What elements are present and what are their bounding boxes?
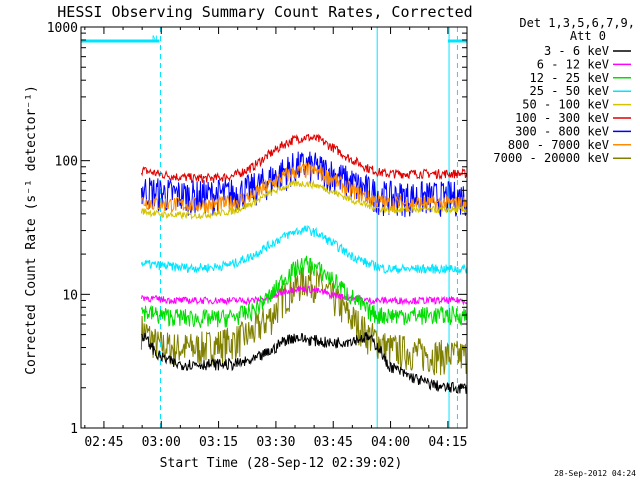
series-line-4 <box>140 179 468 220</box>
y-tick-label-1: 10 <box>62 288 78 303</box>
plot-frame <box>80 26 468 429</box>
series-line-2 <box>140 255 468 328</box>
series-line-5 <box>140 133 468 184</box>
x-tick-label-6: 04:15 <box>428 435 467 450</box>
footer-timestamp: 28-Sep-2012 04:24 <box>554 469 636 478</box>
axis-layer: 02:45 03:00 03:15 03:30 03:45 04:00 04:15 1 10 10… <box>47 21 468 450</box>
legend-label-3: 25 - 50 keV <box>530 84 609 98</box>
y-tick-label-2: 100 <box>55 155 78 170</box>
series-line-1 <box>140 284 468 306</box>
legend-label-4: 50 - 100 keV <box>522 98 609 112</box>
series-line-3 <box>140 225 468 275</box>
legend-label-5: 100 - 300 keV <box>515 111 609 125</box>
x-axis-label: Start Time (28-Sep-12 02:39:02) <box>160 456 403 471</box>
y-tick-label-3: 1000 <box>47 21 78 36</box>
x-tick-label-4: 03:45 <box>314 435 353 450</box>
legend-header-line1: Det 1,3,5,6,7,9, <box>519 16 635 30</box>
series-line-7 <box>140 161 468 214</box>
x-tick-label-1: 03:00 <box>142 435 181 450</box>
x-tick-label-2: 03:15 <box>199 435 238 450</box>
annotation-n: N <box>152 35 157 45</box>
legend-label-1: 6 - 12 keV <box>537 57 609 71</box>
legend-label-6: 300 - 800 keV <box>515 124 609 138</box>
series-line-0 <box>141 332 468 395</box>
x-tick-label-5: 04:00 <box>371 435 410 450</box>
x-tick-label-3: 03:30 <box>256 435 295 450</box>
legend-label-0: 3 - 6 keV <box>544 44 609 58</box>
y-tick-label-0: 1 <box>70 422 78 437</box>
series-layer <box>140 133 468 395</box>
x-tick-label-0: 02:45 <box>84 435 123 450</box>
legend-label-8: 7000 - 20000 keV <box>493 151 609 165</box>
y-axis-label: Corrected Count Rate (s⁻¹ detector⁻¹) <box>24 85 39 375</box>
legend-label-7: 800 - 7000 keV <box>508 138 609 152</box>
legend-label-2: 12 - 25 keV <box>530 71 609 85</box>
chart-title: HESSI Observing Summary Count Rates, Cor… <box>57 3 472 21</box>
legend-header-line2: Att 0 <box>570 29 606 43</box>
